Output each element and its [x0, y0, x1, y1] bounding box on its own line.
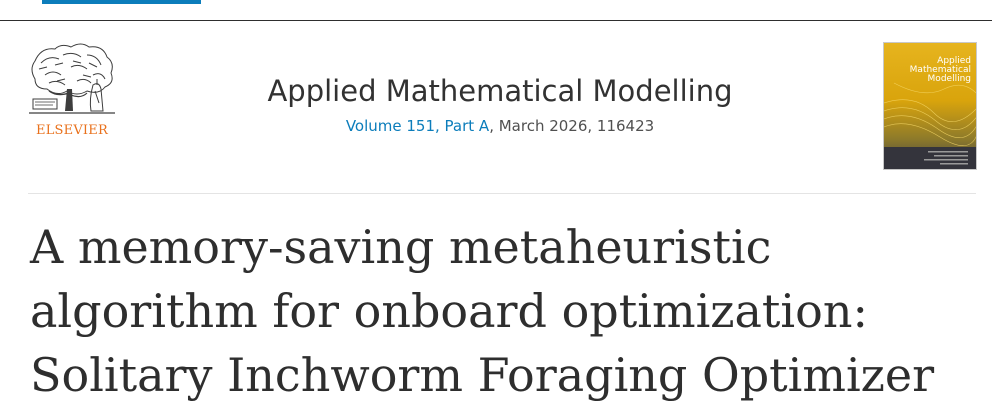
cover-title-line: Applied: [937, 56, 971, 66]
elsevier-tree-icon: [29, 43, 115, 114]
cover-title-line: Modelling: [927, 74, 971, 84]
journal-title-link[interactable]: Applied Mathematical Modelling: [267, 74, 733, 108]
publisher-name: ELSEVIER: [36, 123, 108, 138]
top-nav-button[interactable]: [42, 0, 201, 4]
issue-info: Volume 151, Part A, March 2026, 116423: [200, 117, 800, 135]
volume-link[interactable]: Volume 151, Part A: [345, 117, 490, 135]
cover-journal-title: Applied Mathematical Modelling: [910, 57, 971, 84]
journal-header: Applied Mathematical Modelling Volume 15…: [200, 74, 800, 135]
header-divider: [28, 193, 976, 194]
elsevier-logo[interactable]: ELSEVIER: [27, 41, 117, 141]
issue-date-and-article-number: , March 2026, 116423: [489, 117, 655, 135]
cover-title-line: Mathematical: [909, 65, 971, 75]
article-title: A memory-saving metaheuristic algorithm …: [30, 220, 935, 402]
cover-image: [884, 43, 976, 169]
journal-cover-thumbnail[interactable]: Applied Mathematical Modelling: [883, 42, 977, 170]
top-navigation-bar: [0, 0, 992, 21]
